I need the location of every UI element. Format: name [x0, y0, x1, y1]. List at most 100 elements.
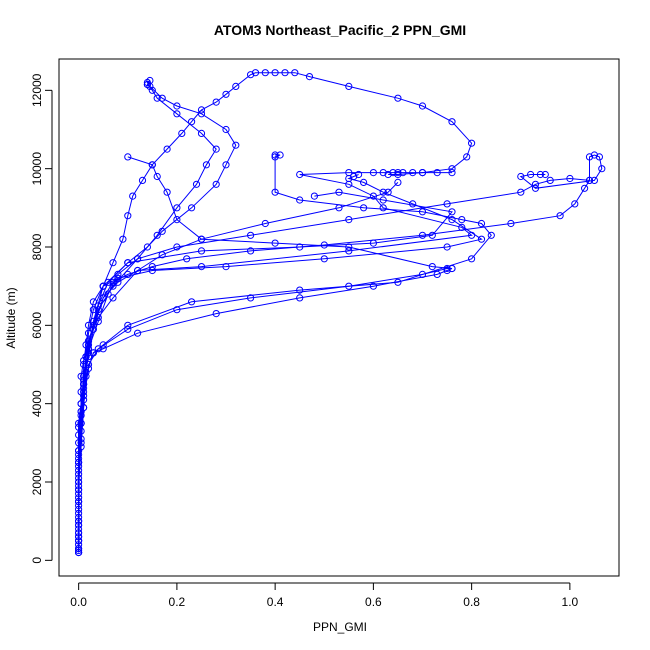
x-axis-label: PPN_GMI — [313, 620, 367, 634]
data-point — [345, 82, 353, 91]
data-point — [89, 349, 98, 357]
data-point — [247, 231, 255, 239]
data-point — [463, 153, 471, 161]
data-point — [197, 106, 206, 114]
data-point — [75, 458, 83, 466]
data-point — [379, 169, 387, 177]
data-point — [345, 247, 353, 255]
data-point — [163, 188, 171, 196]
data-point — [271, 151, 279, 159]
data-point — [119, 235, 127, 243]
data-point — [197, 129, 206, 137]
data-point — [163, 145, 171, 153]
data-point — [173, 204, 181, 212]
data-point — [114, 278, 122, 286]
data-point — [389, 169, 397, 177]
data-point — [296, 170, 304, 179]
data-point — [77, 439, 85, 447]
data-point — [192, 180, 201, 188]
data-point — [556, 212, 564, 220]
data-point — [566, 174, 574, 183]
data-point — [296, 294, 304, 302]
data-point — [84, 321, 93, 329]
data-point — [394, 178, 402, 186]
data-point — [80, 404, 88, 412]
data-point — [477, 219, 486, 228]
data-point — [517, 172, 525, 181]
data-point — [384, 188, 392, 196]
data-point — [173, 243, 181, 251]
data-point — [114, 270, 122, 278]
data-point — [148, 161, 156, 169]
data-series — [75, 69, 476, 545]
data-point — [379, 196, 387, 204]
data-point — [75, 537, 83, 545]
data-point — [350, 172, 358, 181]
data-point — [134, 266, 142, 275]
data-point — [448, 208, 456, 216]
data-point — [409, 200, 417, 208]
series-layer — [75, 69, 606, 557]
data-point — [418, 102, 427, 110]
data-point — [178, 129, 186, 137]
data-point — [271, 153, 279, 161]
data-point — [291, 69, 299, 77]
y-tick-label: 4000 — [30, 390, 44, 417]
data-point — [148, 266, 156, 275]
data-point — [595, 153, 604, 161]
data-point — [305, 73, 314, 81]
data-point — [271, 239, 279, 247]
data-point — [148, 86, 156, 94]
data-point — [443, 264, 451, 273]
data-point — [75, 498, 83, 506]
data-point — [585, 176, 594, 184]
data-point — [129, 192, 137, 200]
y-tick-label: 0 — [30, 557, 44, 564]
data-point — [89, 317, 98, 325]
y-tick-label: 8000 — [30, 233, 44, 260]
data-point — [296, 286, 304, 294]
data-point — [261, 69, 269, 77]
data-point — [590, 176, 599, 184]
data-point — [158, 251, 166, 259]
data-point — [188, 118, 196, 126]
data-point — [477, 235, 486, 243]
data-point — [77, 419, 85, 427]
data-point — [399, 169, 407, 177]
data-point — [202, 161, 210, 169]
data-point — [448, 216, 456, 224]
x-axis: 0.0 0.2 0.4 0.6 0.8 1.0 — [70, 582, 579, 609]
y-axis: 0 2000 4000 6000 8000 10000 12000 — [30, 73, 53, 564]
data-point — [222, 263, 230, 271]
data-point — [143, 243, 151, 251]
series-line — [78, 72, 473, 541]
data-point — [261, 219, 269, 228]
data-point — [310, 192, 318, 200]
data-point — [360, 204, 368, 212]
data-point — [232, 82, 240, 91]
data-point — [409, 169, 417, 177]
plot-frame — [58, 58, 620, 577]
data-point — [104, 290, 112, 298]
data-point — [571, 200, 579, 208]
data-point — [124, 259, 132, 267]
data-point — [433, 270, 441, 278]
x-tick-label: 1.0 — [562, 595, 579, 609]
data-point — [109, 259, 117, 267]
data-point — [448, 118, 456, 126]
data-point — [541, 170, 549, 179]
data-point — [197, 263, 206, 271]
data-point — [173, 110, 181, 118]
data-point — [247, 247, 255, 255]
data-point — [143, 80, 151, 89]
data-point — [247, 294, 255, 302]
data-point — [212, 180, 220, 188]
data-point — [222, 125, 230, 134]
data-point — [598, 165, 606, 173]
x-tick-label: 0.0 — [70, 595, 87, 609]
data-point — [276, 151, 284, 159]
data-point — [536, 170, 545, 179]
data-point — [134, 255, 142, 263]
data-point — [109, 294, 117, 302]
data-point — [124, 212, 132, 220]
